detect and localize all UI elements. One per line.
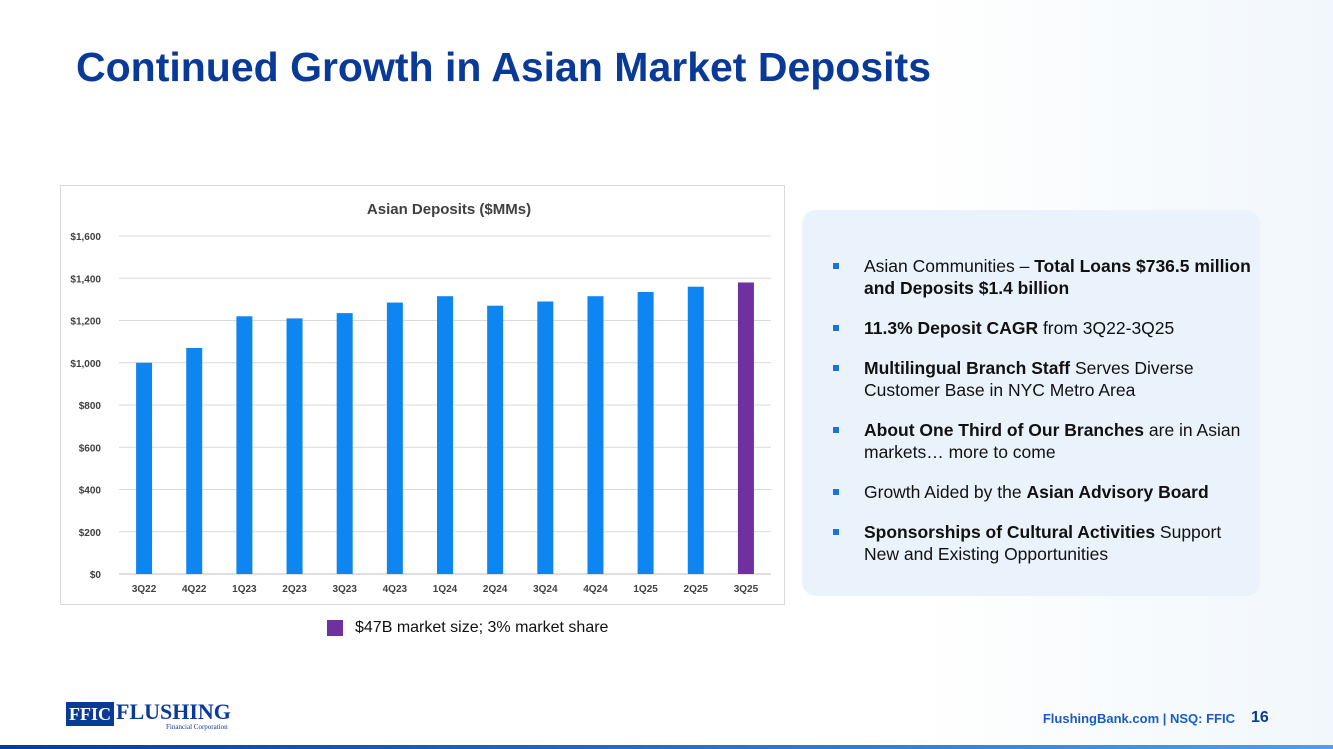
x-tick-label: 2Q25 bbox=[684, 584, 709, 595]
x-tick-label: 1Q24 bbox=[433, 584, 458, 595]
bar-4Q24 bbox=[587, 296, 604, 574]
bullet-square-icon bbox=[833, 365, 839, 371]
highlight-bold-text: Sponsorships of Cultural Activities bbox=[864, 522, 1156, 542]
highlight-item: Asian Communities – Total Loans $736.5 m… bbox=[833, 255, 1253, 299]
bar-1Q24 bbox=[437, 296, 453, 574]
company-logo: FFIC FLUSHING Financial Corporation bbox=[66, 699, 231, 731]
bullet-square-icon bbox=[833, 325, 839, 331]
bar-chart: Asian Deposits ($MMs) $0 $200 $400 $600 $800 $… bbox=[70, 201, 771, 595]
highlight-item: Growth Aided by the Asian Advisory Board bbox=[833, 481, 1253, 503]
y-tick-label: $0 bbox=[90, 570, 102, 581]
chart-container: Asian Deposits ($MMs) $0 $200 $400 $600 $800 $… bbox=[60, 185, 785, 605]
bar-2Q25 bbox=[687, 286, 704, 574]
highlight-bold-text: Asian Advisory Board bbox=[1026, 482, 1209, 502]
bar-4Q23 bbox=[386, 302, 403, 574]
bullet-square-icon bbox=[833, 529, 839, 535]
bar-3Q25 bbox=[737, 282, 754, 574]
bar-3Q24 bbox=[537, 301, 554, 574]
bullet-square-icon bbox=[833, 263, 839, 269]
x-tick-label: 2Q24 bbox=[483, 584, 508, 595]
chart-title: Asian Deposits ($MMs) bbox=[367, 201, 531, 218]
logo-ffic-box: FFIC bbox=[66, 702, 114, 726]
bottom-accent-bar bbox=[0, 745, 1333, 749]
y-tick-label: $600 bbox=[79, 443, 102, 454]
highlight-text: are in Asian markets… more to come bbox=[864, 420, 1241, 462]
y-tick-label: $200 bbox=[79, 528, 102, 539]
legend-label: $47B market size; 3% market share bbox=[355, 619, 609, 636]
x-tick-label: 1Q23 bbox=[232, 584, 257, 595]
highlight-item: About One Third of Our Branches are in A… bbox=[833, 419, 1253, 463]
highlight-item: Sponsorships of Cultural Activities Supp… bbox=[833, 521, 1253, 565]
highlight-text: Support New and Existing Opportunities bbox=[864, 522, 1222, 564]
highlight-text: Growth Aided by the bbox=[864, 482, 1027, 502]
highlight-bold-text: Multilingual Branch Staff bbox=[864, 358, 1071, 378]
y-tick-label: $400 bbox=[79, 486, 102, 497]
y-tick-label: $1,400 bbox=[70, 274, 101, 285]
footer-website: FlushingBank.com | NSQ: FFIC bbox=[1042, 711, 1235, 726]
y-tick-label: $1,200 bbox=[70, 317, 101, 328]
page-title: Continued Growth in Asian Market Deposit… bbox=[76, 44, 931, 90]
highlights-panel bbox=[802, 210, 1260, 596]
bar-1Q25 bbox=[637, 291, 654, 574]
highlight-text: from 3Q22-3Q25 bbox=[1038, 318, 1175, 338]
bullet-square-icon bbox=[833, 427, 839, 433]
highlights-list: Asian Communities – Total Loans $736.5 m… bbox=[833, 255, 1253, 583]
bar-2Q23 bbox=[286, 318, 303, 574]
x-tick-label: 3Q24 bbox=[533, 584, 558, 595]
x-tick-label: 4Q24 bbox=[583, 584, 608, 595]
y-tick-label: $1,000 bbox=[70, 359, 101, 370]
bar-4Q22 bbox=[186, 347, 203, 574]
y-tick-label: $1,600 bbox=[70, 232, 101, 243]
logo-flushing-text: FLUSHING bbox=[116, 699, 231, 724]
highlight-text: Serves Diverse Customer Base in NYC Metr… bbox=[864, 358, 1194, 400]
y-tick-label: $800 bbox=[79, 401, 102, 412]
bar-3Q23 bbox=[336, 313, 353, 574]
x-tick-label: 3Q22 bbox=[132, 584, 157, 595]
highlight-bold-text: About One Third of Our Branches bbox=[864, 420, 1145, 440]
chart-legend: $47B market size; 3% market share bbox=[327, 619, 608, 637]
highlight-text: Asian Communities – bbox=[864, 256, 1035, 276]
x-tick-label: 4Q23 bbox=[383, 584, 408, 595]
bar-1Q23 bbox=[236, 316, 253, 574]
x-tick-label: 2Q23 bbox=[282, 584, 307, 595]
bullet-square-icon bbox=[833, 489, 839, 495]
x-tick-label: 1Q25 bbox=[633, 584, 658, 595]
x-tick-label: 3Q25 bbox=[734, 584, 759, 595]
x-tick-label: 3Q23 bbox=[332, 584, 357, 595]
x-tick-label: 4Q22 bbox=[182, 584, 207, 595]
highlight-bold-text: 11.3% Deposit CAGR bbox=[864, 318, 1039, 338]
highlight-item: Multilingual Branch Staff Serves Diverse… bbox=[833, 357, 1253, 401]
page-number: 16 bbox=[1251, 709, 1269, 726]
highlight-bold-text: Total Loans $736.5 million and Deposits … bbox=[864, 256, 1251, 298]
legend-swatch bbox=[327, 620, 343, 636]
bar-2Q24 bbox=[487, 305, 504, 574]
logo-subtitle: Financial Corporation bbox=[166, 723, 228, 731]
highlight-item: 11.3% Deposit CAGR from 3Q22-3Q25 bbox=[833, 317, 1253, 339]
bar-3Q22 bbox=[136, 362, 153, 574]
